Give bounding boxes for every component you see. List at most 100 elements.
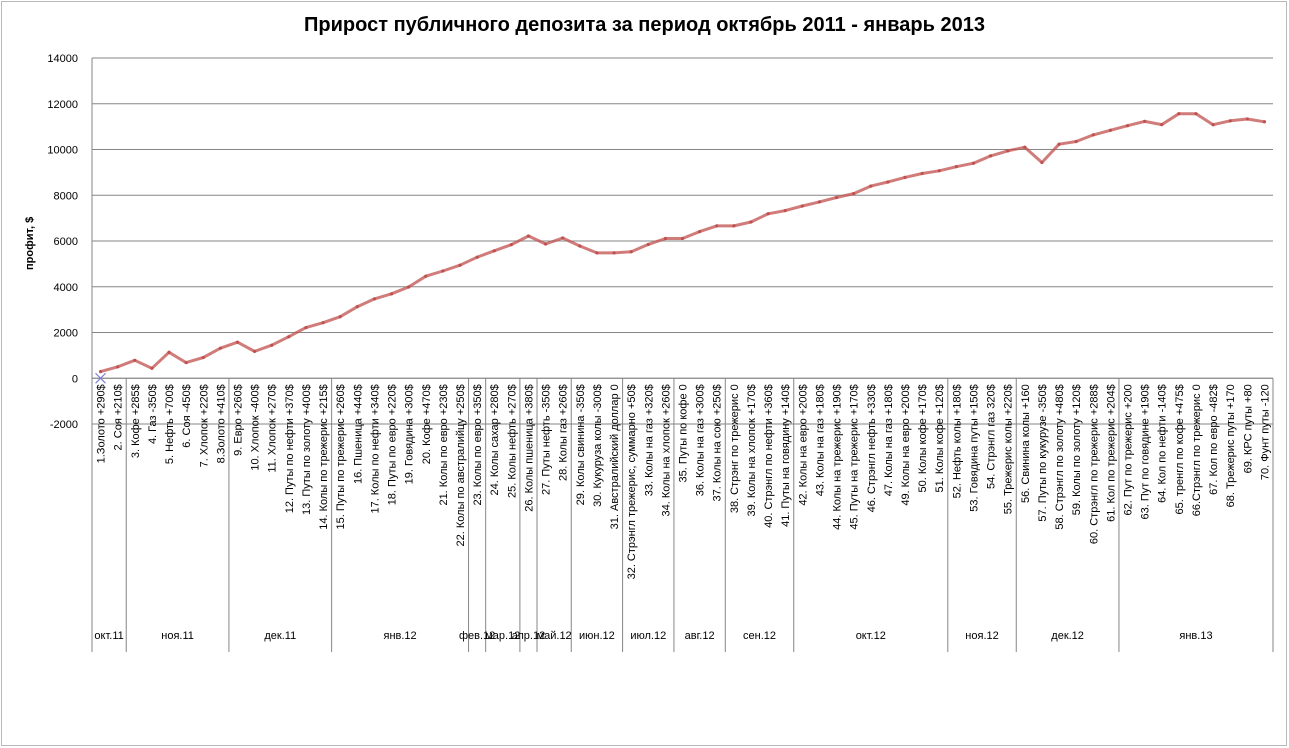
x-tick-label: 54. Стрэнгл газ 320$ (986, 384, 998, 489)
data-point (800, 204, 804, 208)
data-point (218, 346, 222, 350)
x-tick-label: 30. Кукуруза колы -300$ (592, 384, 604, 507)
month-label: июн.12 (579, 630, 615, 642)
data-point (355, 305, 359, 309)
x-tick-label: 23. Колы по евро +350$ (472, 384, 484, 505)
data-point (98, 370, 103, 374)
data-point (1211, 123, 1215, 127)
x-tick-label: 64. Кол по нефти -140$ (1157, 384, 1169, 503)
data-point (526, 234, 531, 238)
x-tick-label: 40. Стрэнгл по нефти +360$ (763, 384, 775, 528)
data-point (612, 251, 616, 255)
data-point (954, 165, 958, 169)
x-tick-label: 2. Соя +210$ (113, 384, 125, 450)
data-point (783, 208, 787, 213)
y-tick--2000: -2000 (50, 419, 78, 431)
x-tick-label: 26. Колы пшеница +380$ (523, 384, 535, 512)
x-tick-label: 56. Свинина колы +160 (1020, 384, 1032, 503)
data-point (1108, 128, 1112, 132)
month-label: май.12 (537, 630, 572, 642)
data-point (1194, 112, 1198, 116)
x-tick-label: 69. КРС путы +80 (1242, 384, 1254, 473)
month-label: дек.11 (264, 630, 296, 642)
data-point (869, 184, 873, 188)
data-point (886, 180, 890, 184)
x-tick-label: 47. Колы на газ +180$ (883, 384, 895, 496)
month-label: фев.12 (459, 630, 495, 642)
x-tick-label: 1.Золото +290$ (96, 384, 108, 463)
x-tick-label: 13. Путы по золоту +400$ (301, 384, 313, 515)
x-tick-label: 36. Колы на газ +300$ (695, 384, 707, 496)
x-tick-label: 5. Нефть +700$ (164, 384, 176, 464)
x-tick-label: 20. Кофе +470$ (421, 384, 433, 464)
x-tick-label: 45. Путы на трежерис +170$ (849, 384, 861, 529)
x-tick-label: 41. Путы на говядину +140$ (780, 384, 792, 527)
month-label: дек.12 (1051, 630, 1084, 642)
data-point (937, 169, 941, 173)
x-tick-label: 63. Пут по говядине +190$ (1140, 384, 1152, 519)
x-tick-label: 34. Колы на хлопок +260$ (660, 384, 672, 516)
data-point (1125, 124, 1130, 128)
data-point (304, 325, 308, 330)
data-point (133, 358, 137, 362)
data-point (1245, 117, 1249, 121)
data-point (492, 249, 496, 253)
y-tick-2000: 2000 (54, 328, 78, 340)
x-tick-label: 50. Колы кофе +170$ (917, 384, 929, 492)
y-tick-10000: 10000 (47, 145, 78, 157)
chart-title: Прирост публичного депозита за период ок… (304, 14, 985, 36)
y-tick-labels: -2000 0 2000 4000 6000 8000 10000 12000 14000 (47, 53, 78, 431)
x-tick-label: 57. Путы по кукурузе -350$ (1037, 384, 1049, 521)
x-tick-label: 61. Кол по трежерис +204$ (1105, 384, 1117, 522)
data-point (1262, 120, 1267, 124)
x-tick-label: 31. Австралийский доллар 0 (609, 384, 621, 529)
data-point (253, 349, 257, 353)
month-label: окт.11 (94, 630, 123, 642)
x-tick-label: 38. Стрэнг по трежерис 0 (729, 384, 741, 513)
x-tick-label: 16. Пшеница +440$ (352, 384, 364, 484)
month-label: ноя.12 (965, 630, 998, 642)
data-point (407, 285, 411, 289)
data-point (971, 161, 976, 165)
x-tick-label: 44. Колы на трежерис +190$ (832, 384, 844, 530)
y-tick-0: 0 (72, 373, 78, 385)
x-tick-labels: 1.Золото +290$ 2. Соя +210$ 3. Кофе +285$ 4… (96, 384, 1272, 579)
data-point (595, 251, 599, 255)
data-point (338, 315, 342, 319)
month-label: апр.12 (512, 630, 545, 642)
x-tick-label: 32. Стрэнгл трежерис, суммарно +50$ (626, 384, 638, 579)
data-point (629, 250, 633, 254)
y-tick-14000: 14000 (47, 53, 78, 65)
month-label: янв.13 (1179, 630, 1212, 642)
data-point (1057, 142, 1061, 146)
x-tick-label: 67. Кол по евро -482$ (1208, 384, 1220, 495)
first-point-marker (95, 372, 106, 384)
month-label: июл.12 (630, 630, 666, 642)
data-point (680, 236, 685, 241)
y-tick-8000: 8000 (54, 190, 78, 202)
data-point (1023, 145, 1027, 149)
data-point (235, 340, 240, 344)
marker-stroke (95, 372, 106, 384)
x-tick-label: 27. Путы нефть -350$ (541, 384, 553, 495)
data-point (389, 292, 394, 296)
x-tick-label: 21. Колы по евро +230$ (438, 384, 450, 505)
data-point (184, 360, 188, 365)
data-point (834, 195, 839, 200)
month-label: сен.12 (743, 630, 776, 642)
data-point (1074, 139, 1078, 144)
data-point (1160, 122, 1164, 127)
x-tick-label: 53. Говядина путы +150$ (968, 384, 980, 512)
x-tick-label: 6. Соя -450$ (181, 384, 193, 447)
x-tick-label: 39. Колы на хлопок +170$ (746, 384, 758, 516)
data-point (715, 224, 719, 228)
data-point (1177, 112, 1181, 116)
data-point (1006, 149, 1010, 153)
x-tick-label: 42. Колы на евро +200$ (797, 384, 809, 505)
x-tick-label: 11. Хлопок +270$ (267, 384, 279, 472)
x-tick-label: 59. Колы по золоту +120$ (1071, 384, 1083, 515)
x-tick-label: 70. Фунт путы -120 (1259, 384, 1271, 480)
x-tick-label: 15. Путы по трежерис +260$ (335, 384, 347, 529)
data-point (1091, 133, 1095, 137)
